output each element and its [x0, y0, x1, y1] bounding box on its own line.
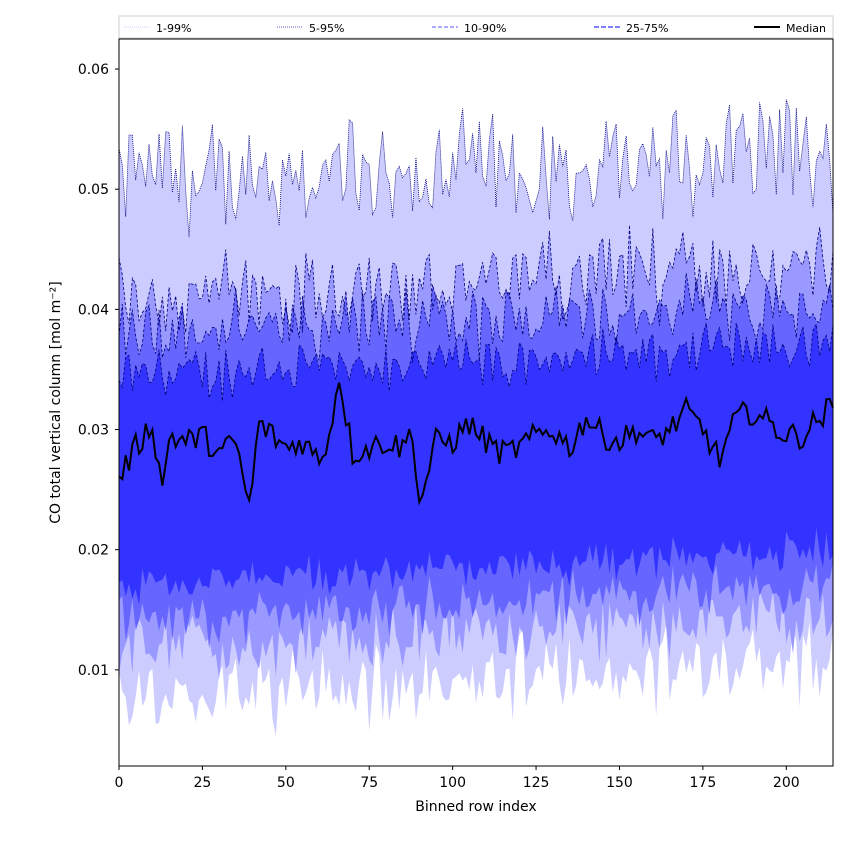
legend-label: Median: [786, 22, 826, 35]
median-line: [118, 382, 834, 506]
legend-box: [118, 15, 834, 39]
y-tick-label: 0.06: [78, 62, 109, 78]
y-tick-label: 0.04: [78, 302, 109, 318]
x-tick-label: 0: [115, 775, 124, 791]
legend-label: 1-99%: [156, 22, 191, 35]
bands-layer: [119, 99, 833, 737]
band-1-99%-upper-edge: [118, 99, 834, 238]
x-tick-label: 100: [439, 775, 466, 791]
lines-layer: [118, 99, 834, 506]
band-25-75%-area: [119, 322, 833, 606]
x-tick-label: 125: [523, 775, 550, 791]
x-tick-label: 200: [773, 775, 800, 791]
legend: 1-99% 5-95% 10-90% 25-75% Median: [118, 15, 834, 39]
band-25-75%-upper-edge: [118, 322, 834, 402]
y-axis: 0.01 0.02 0.03 0.04 0.05 0.06: [78, 62, 119, 679]
x-axis: 0 25 50 75 100 125 150 175 200: [115, 766, 800, 791]
plot-frame: [118, 38, 834, 767]
y-tick-label: 0.02: [78, 543, 109, 559]
y-tick-label: 0.03: [78, 423, 109, 439]
band-5-95%-upper-edge: [118, 224, 834, 334]
y-axis-label: CO total vertical column [mol m⁻²]: [48, 281, 64, 523]
y-tick-label: 0.05: [78, 182, 109, 198]
x-tick-label: 75: [360, 775, 378, 791]
x-tick-label: 25: [193, 775, 211, 791]
legend-label: 5-95%: [309, 22, 344, 35]
x-tick-label: 50: [277, 775, 295, 791]
x-tick-label: 175: [690, 775, 717, 791]
x-tick-label: 150: [606, 775, 633, 791]
legend-label: 25-75%: [626, 22, 668, 35]
y-tick-label: 0.01: [78, 663, 109, 679]
x-axis-label: Binned row index: [415, 799, 536, 815]
legend-label: 10-90%: [464, 22, 506, 35]
band-10-90%-upper-edge: [118, 273, 834, 363]
